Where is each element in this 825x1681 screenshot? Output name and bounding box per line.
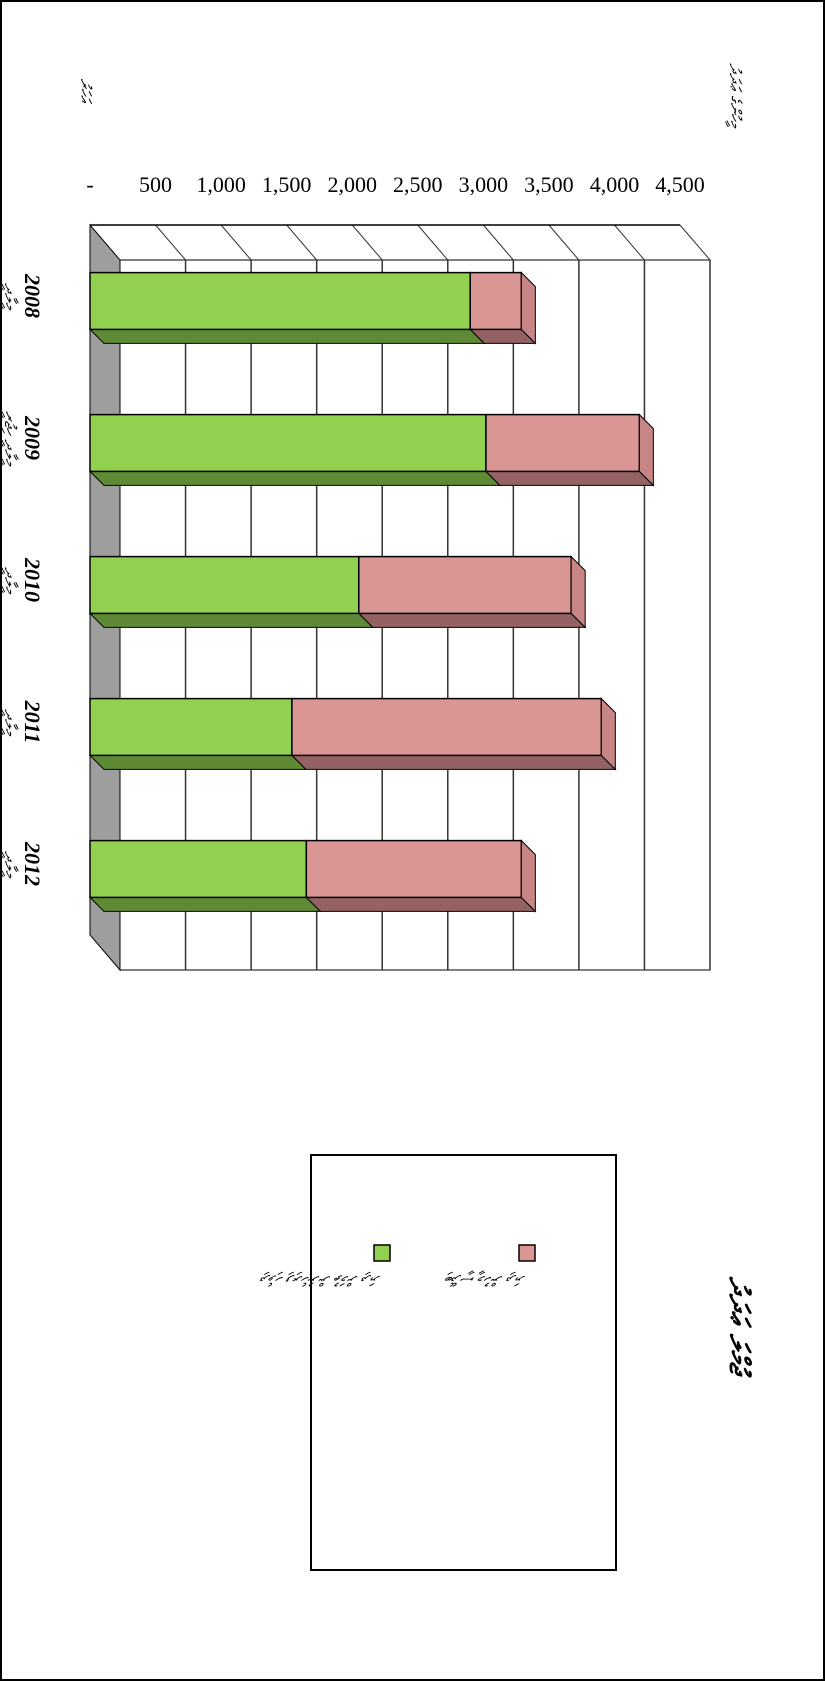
bar-top <box>520 839 536 913</box>
category-label: 2010 <box>20 557 45 602</box>
gridline-depth <box>482 224 514 261</box>
gridline-depth <box>548 224 580 261</box>
gridline-depth <box>220 224 252 261</box>
gridline-depth <box>417 224 449 261</box>
tick-label: 4,000 <box>590 172 640 197</box>
bar-top <box>570 555 586 629</box>
gridline-depth <box>286 224 318 261</box>
legend-label-local: ދިވެހި ފިރިހެނުން ތުމަށް ދިޔަ <box>259 1271 380 1289</box>
category-label: 2008 <box>20 273 45 318</box>
chart-title: ޖުމްލަ ޢަދަދު <box>723 1276 756 1378</box>
y-axis-title: މީހުންގެ ޢަދަދު <box>725 62 745 129</box>
legend-label-foreign: ބިދޭސީ މީހުން ދިޔަ <box>444 1270 525 1289</box>
tick-label: 3,000 <box>459 172 509 197</box>
legend-swatch-foreign <box>518 1244 536 1262</box>
legend-swatch-local <box>373 1244 391 1262</box>
bar-side <box>290 754 617 770</box>
bar-segment <box>89 839 308 899</box>
category-sublabel: މީލާދީ <box>0 708 20 737</box>
bar-side <box>484 470 655 486</box>
bar-segment <box>291 697 603 757</box>
tick-label: 1,000 <box>196 172 246 197</box>
tick-label: 3,500 <box>524 172 574 197</box>
bar-segment <box>89 697 293 757</box>
bar-top <box>600 697 616 771</box>
bar-top <box>638 413 654 487</box>
tick-label: 2,500 <box>393 172 443 197</box>
legend: ބިދޭސީ މީހުން ދިޔަ ދިވެހި ފިރިހެނުން ތުމ… <box>259 1154 617 1571</box>
y-axis-unit: އަހަރު <box>76 78 95 104</box>
bar-segment <box>89 413 487 473</box>
tick-label: - <box>86 172 93 197</box>
tick-label: 1,500 <box>262 172 312 197</box>
category-sublabel: މީލާދީ <box>0 850 20 879</box>
gridline-depth <box>351 224 383 261</box>
bar-side <box>88 896 322 912</box>
category-sublabel: މީލާދީ <box>0 282 20 311</box>
bar-segment <box>89 555 360 615</box>
gridline-depth <box>614 224 645 261</box>
bar-side <box>357 612 587 628</box>
bar-segment <box>469 271 523 331</box>
bar-top <box>520 271 536 345</box>
bar-side <box>88 328 486 344</box>
bar-segment <box>305 839 523 899</box>
tick-label: 4,500 <box>655 172 705 197</box>
category-sublabel: މީލާދީ ހިޖުރީ <box>0 411 20 467</box>
category-label: 2009 <box>20 415 45 460</box>
bar-side <box>88 470 502 486</box>
bar-segment <box>89 271 471 331</box>
bar-segment <box>485 413 641 473</box>
category-sublabel: މީލާދީ <box>0 566 20 595</box>
tick-label: 500 <box>139 172 172 197</box>
bar-side <box>88 612 374 628</box>
tick-label: 2,000 <box>327 172 377 197</box>
legend-box <box>310 1154 617 1571</box>
bar-side <box>88 754 308 770</box>
gridline-depth <box>679 224 711 261</box>
category-label: 2012 <box>20 841 45 886</box>
gridline-depth <box>155 224 186 261</box>
category-label: 2011 <box>20 700 45 744</box>
bar-segment <box>358 555 572 615</box>
bar-side <box>305 896 537 912</box>
bars <box>88 271 655 913</box>
